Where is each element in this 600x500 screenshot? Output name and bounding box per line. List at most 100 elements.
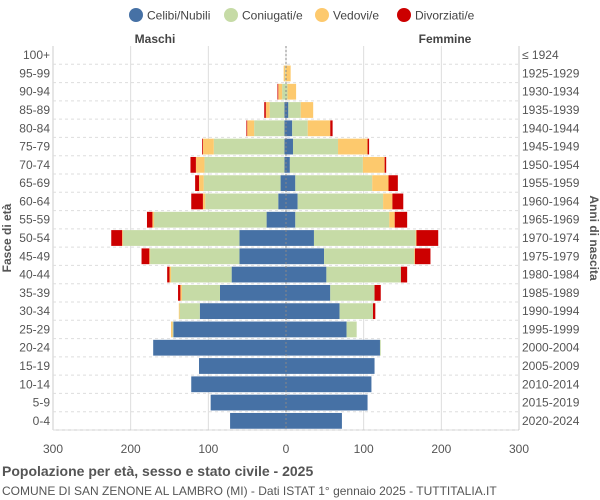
bar-female-divorziate <box>367 138 370 155</box>
legend-marker <box>224 8 238 22</box>
age-group-label: 10-14 <box>19 377 50 391</box>
bar-male-celibi <box>239 230 286 246</box>
bar-male-divorziati <box>111 230 123 246</box>
bar-male-coniugati <box>122 230 240 246</box>
bar-female-vedove <box>287 83 297 100</box>
bar-male-vedovi <box>283 65 286 82</box>
bar-female-divorziate <box>330 120 333 137</box>
birth-year-label: 1970-1974 <box>522 231 580 245</box>
bar-male-celibi <box>191 376 286 393</box>
chart-svg: Celibi/Nubili Coniugati/e Vedovi/e Divorzia… <box>0 8 600 456</box>
age-group-label: 95-99 <box>19 66 50 80</box>
birth-year-label: 1930-1934 <box>522 85 580 99</box>
age-group-label: 0-4 <box>33 414 51 428</box>
x-tick-label: 300 <box>509 442 529 456</box>
bar-male-vedovi <box>278 83 283 100</box>
birth-year-label: 2015-2019 <box>522 396 580 410</box>
x-tick-label: 0 <box>283 442 290 456</box>
bar-female-nubili <box>286 138 293 155</box>
bar-male-coniugati <box>150 248 240 265</box>
bar-female-divorziate <box>394 211 408 228</box>
bar-male-divorziati <box>146 211 153 228</box>
bar-female-nubili <box>286 284 331 301</box>
bar-female-divorziate <box>374 284 381 301</box>
bar-male-divorziati <box>190 156 196 173</box>
legend-label: Coniugati/e <box>242 9 303 23</box>
birth-year-label: 1995-1999 <box>522 322 580 336</box>
birth-year-label: 1975-1979 <box>522 249 580 263</box>
age-group-label: 65-69 <box>19 176 50 190</box>
legend-label: Vedovi/e <box>333 9 379 23</box>
bar-male-coniugati <box>153 211 267 228</box>
bar-male-celibi <box>153 339 286 356</box>
bar-male-divorziati <box>191 193 203 210</box>
bar-female-nubili <box>286 193 298 210</box>
bar-female-divorziate <box>384 156 387 173</box>
chart-subtitle: COMUNE DI SAN ZENONE AL LAMBRO (MI) - Da… <box>2 484 497 498</box>
bar-female-vedove <box>300 102 314 118</box>
bar-male-divorziati <box>246 120 248 137</box>
bar-male-vedovi <box>202 193 206 210</box>
bar-female-divorziate <box>400 266 408 283</box>
birth-year-label: ≤ 1924 <box>522 48 559 62</box>
birth-year-label: 1955-1959 <box>522 176 580 190</box>
bar-male-vedovi <box>152 211 154 228</box>
bar-male-coniugati <box>205 193 279 210</box>
bar-female-divorziate <box>414 248 431 265</box>
age-group-label: 70-74 <box>19 158 50 172</box>
x-tick-label: 300 <box>43 442 63 456</box>
bar-female-vedove <box>389 211 395 228</box>
bar-male-coniugati <box>282 83 286 100</box>
bar-male-vedovi <box>178 303 180 320</box>
bar-female-coniugate <box>339 303 373 320</box>
bar-female-vedove <box>362 156 385 173</box>
bar-female-coniugate <box>289 156 363 173</box>
bar-male-divorziati <box>277 83 279 100</box>
y-axis-label-left: Fasce di età <box>0 203 14 272</box>
age-group-label: 80-84 <box>19 121 50 135</box>
bar-male-divorziati <box>264 102 266 118</box>
bar-female-nubili <box>286 394 368 411</box>
birth-year-label: 2005-2009 <box>522 359 580 373</box>
bar-male-divorziati <box>195 175 200 192</box>
age-group-label: 35-39 <box>19 286 50 300</box>
bar-female-nubili <box>286 412 342 429</box>
bar-male-celibi <box>239 248 286 265</box>
females-header: Femmine <box>419 32 472 46</box>
bar-female-coniugate <box>313 230 416 246</box>
x-tick-label: 200 <box>121 442 141 456</box>
age-group-label: 60-64 <box>19 194 50 208</box>
bar-female-coniugate <box>292 120 308 137</box>
bar-female-coniugate <box>330 284 375 301</box>
bar-female-vedove <box>383 193 393 210</box>
age-group-label: 55-59 <box>19 213 50 227</box>
bar-female-divorziate <box>388 175 398 192</box>
bar-male-coniugati <box>254 120 285 137</box>
bar-male-vedovi <box>169 266 172 283</box>
bar-male-coniugati <box>171 266 232 283</box>
legend-marker <box>129 8 143 22</box>
bar-male-vedovi <box>180 284 182 301</box>
age-group-label: 40-44 <box>19 268 50 282</box>
birth-year-label: 1990-1994 <box>522 304 580 318</box>
birth-year-label: 1925-1929 <box>522 66 580 80</box>
bar-female-coniugate <box>379 339 381 356</box>
bar-male-divorziati <box>202 138 203 155</box>
bar-female-coniugate <box>286 83 288 100</box>
bar-male-coniugati <box>181 284 220 301</box>
bar-female-nubili <box>286 339 380 356</box>
birth-year-label: 1980-1984 <box>522 268 580 282</box>
birth-year-label: 1945-1949 <box>522 140 580 154</box>
bar-male-vedovi <box>122 230 123 246</box>
bar-female-nubili <box>286 376 372 393</box>
age-group-label: 50-54 <box>19 231 50 245</box>
axis-labels: 300 200 100 0 100 200 300 100+ ≤ 1924 95-99 1925-1… <box>19 48 579 456</box>
bar-male-celibi <box>266 211 286 228</box>
bar-female-coniugate <box>295 175 373 192</box>
bar-female-nubili <box>286 120 293 137</box>
bar-male-celibi <box>284 138 286 155</box>
bar-male-celibi <box>284 102 286 118</box>
y-axis-label-right: Anni di nascita <box>587 195 600 281</box>
birth-year-label: 1985-1989 <box>522 286 580 300</box>
